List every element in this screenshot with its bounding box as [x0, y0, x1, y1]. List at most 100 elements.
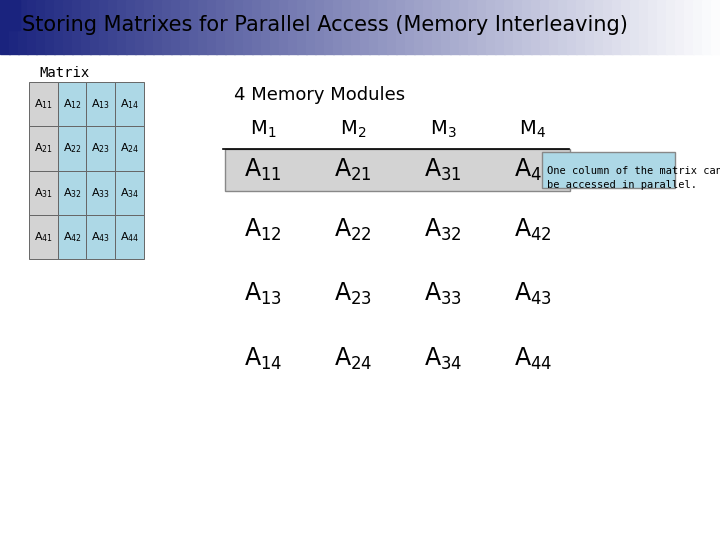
Text: A$_{11}$: A$_{11}$: [34, 97, 53, 111]
Bar: [0, 0, 20, 30]
Text: M$_4$: M$_4$: [519, 119, 546, 140]
Bar: [270, 0, 280, 54]
Text: A$_{23}$: A$_{23}$: [334, 281, 372, 307]
Bar: [504, 0, 513, 54]
Bar: [153, 0, 163, 54]
Text: A$_{14}$: A$_{14}$: [120, 97, 139, 111]
Bar: [477, 0, 487, 54]
Bar: [639, 0, 649, 54]
Text: A$_{13}$: A$_{13}$: [244, 281, 282, 307]
Bar: [207, 0, 217, 54]
Bar: [414, 0, 423, 54]
Bar: [684, 0, 693, 54]
Text: M$_2$: M$_2$: [340, 119, 366, 140]
Text: A$_{21}$: A$_{21}$: [34, 141, 53, 156]
Bar: [144, 0, 154, 54]
Bar: [9, 0, 19, 54]
Bar: [324, 0, 334, 54]
Text: Matrix: Matrix: [40, 66, 90, 80]
Bar: [648, 0, 657, 54]
Text: A$_{31}$: A$_{31}$: [424, 157, 462, 183]
Text: A$_{13}$: A$_{13}$: [91, 97, 110, 111]
Bar: [297, 0, 307, 54]
Bar: [333, 0, 343, 54]
Text: 4 Memory Modules: 4 Memory Modules: [234, 85, 405, 104]
Text: A$_{23}$: A$_{23}$: [91, 141, 110, 156]
Bar: [279, 0, 289, 54]
Bar: [567, 0, 577, 54]
Bar: [675, 0, 685, 54]
Bar: [396, 0, 406, 54]
Bar: [621, 0, 631, 54]
Bar: [36, 0, 46, 54]
Text: A$_{14}$: A$_{14}$: [243, 346, 282, 372]
Bar: [576, 0, 585, 54]
Text: A$_{24}$: A$_{24}$: [333, 346, 372, 372]
Text: A$_{34}$: A$_{34}$: [120, 186, 139, 200]
Bar: [540, 0, 550, 54]
Text: A$_{11}$: A$_{11}$: [244, 157, 282, 183]
Bar: [513, 0, 523, 54]
Bar: [90, 0, 99, 54]
Text: A$_{32}$: A$_{32}$: [63, 186, 81, 200]
Text: A$_{42}$: A$_{42}$: [514, 217, 552, 242]
Bar: [99, 0, 109, 54]
Text: Storing Matrixes for Parallel Access (Memory Interleaving): Storing Matrixes for Parallel Access (Me…: [22, 15, 627, 36]
Bar: [135, 0, 145, 54]
Bar: [585, 0, 595, 54]
Bar: [441, 0, 451, 54]
Bar: [711, 0, 720, 54]
Bar: [29, 215, 58, 259]
Bar: [657, 0, 667, 54]
Bar: [288, 0, 298, 54]
Bar: [198, 0, 208, 54]
Bar: [702, 0, 711, 54]
Bar: [612, 0, 621, 54]
Bar: [115, 171, 144, 215]
Bar: [180, 0, 190, 54]
Text: A$_{41}$: A$_{41}$: [34, 230, 53, 244]
Text: A$_{42}$: A$_{42}$: [63, 230, 81, 244]
Bar: [126, 0, 135, 54]
Bar: [29, 82, 58, 126]
Bar: [522, 0, 531, 54]
Bar: [58, 215, 86, 259]
Bar: [225, 149, 570, 191]
Text: A$_{12}$: A$_{12}$: [244, 217, 282, 242]
Bar: [162, 0, 172, 54]
Text: A$_{21}$: A$_{21}$: [334, 157, 372, 183]
Bar: [58, 82, 86, 126]
Bar: [342, 0, 352, 54]
Bar: [86, 126, 115, 171]
Bar: [72, 0, 82, 54]
Bar: [541, 152, 675, 188]
Text: A$_{41}$: A$_{41}$: [514, 157, 552, 183]
Bar: [351, 0, 361, 54]
Bar: [117, 0, 127, 54]
Bar: [693, 0, 703, 54]
Text: A$_{34}$: A$_{34}$: [423, 346, 462, 372]
Text: M$_1$: M$_1$: [250, 119, 276, 140]
Bar: [306, 0, 316, 54]
Bar: [81, 0, 91, 54]
Bar: [468, 0, 478, 54]
Bar: [666, 0, 675, 54]
Bar: [108, 0, 118, 54]
Text: A$_{43}$: A$_{43}$: [514, 281, 552, 307]
Bar: [86, 171, 115, 215]
Bar: [27, 0, 37, 54]
Bar: [387, 0, 397, 54]
Bar: [86, 215, 115, 259]
Bar: [63, 0, 73, 54]
Bar: [423, 0, 433, 54]
Bar: [58, 171, 86, 215]
Text: A$_{44}$: A$_{44}$: [120, 230, 139, 244]
Bar: [378, 0, 387, 54]
Text: A$_{32}$: A$_{32}$: [424, 217, 462, 242]
Bar: [115, 215, 144, 259]
Text: One column of the matrix can
be accessed in parallel.: One column of the matrix can be accessed…: [547, 166, 720, 190]
Text: A$_{22}$: A$_{22}$: [334, 217, 372, 242]
Bar: [495, 0, 505, 54]
Text: A$_{22}$: A$_{22}$: [63, 141, 81, 156]
Bar: [531, 0, 541, 54]
